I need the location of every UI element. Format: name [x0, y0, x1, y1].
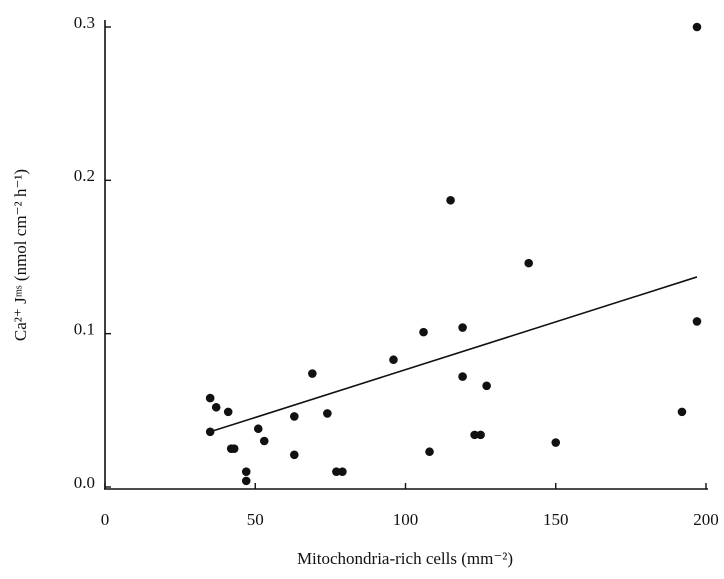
- data-point: [551, 438, 561, 447]
- x-tick-label: 150: [543, 510, 569, 529]
- x-tick-label: 50: [247, 510, 264, 529]
- data-point: [458, 372, 467, 381]
- data-point: [677, 407, 687, 417]
- data-point: [482, 381, 491, 391]
- data-point: [332, 467, 341, 476]
- x-tick-label: 100: [393, 510, 419, 529]
- data-point: [223, 407, 233, 417]
- data-point: [458, 323, 467, 332]
- trend-line: [209, 276, 698, 433]
- data-point: [323, 409, 332, 418]
- data-point: [692, 317, 702, 326]
- y-tick-label: 0.2: [74, 166, 95, 185]
- data-point: [692, 22, 702, 32]
- data-point: [476, 430, 485, 440]
- x-tick-label: 0: [101, 510, 110, 529]
- data-point: [425, 447, 434, 457]
- data-point: [253, 424, 263, 434]
- y-axis-label: Ca²⁺ Jᵐˢ (nmol cm⁻² h⁻¹): [11, 169, 30, 341]
- y-tick-label: 0.1: [74, 320, 95, 339]
- data-point: [470, 430, 479, 440]
- x-axis-label: Mitochondria-rich cells (mm⁻²): [297, 549, 513, 568]
- data-point: [389, 355, 398, 365]
- data-point: [241, 476, 251, 486]
- data-point: [524, 258, 534, 268]
- data-point: [229, 444, 239, 453]
- data-point: [308, 369, 317, 378]
- data-point: [419, 327, 428, 337]
- data-point: [338, 467, 347, 476]
- data-point: [211, 402, 221, 412]
- data-point: [241, 467, 251, 476]
- y-tick-label: 0.0: [74, 473, 95, 492]
- data-point: [446, 195, 455, 205]
- x-tick-label: 200: [693, 510, 719, 529]
- data-point: [290, 412, 299, 421]
- data-point: [259, 436, 269, 446]
- y-tick-label: 0.3: [74, 13, 95, 32]
- data-point: [205, 393, 215, 403]
- data-point: [205, 427, 215, 437]
- data-point: [290, 450, 299, 460]
